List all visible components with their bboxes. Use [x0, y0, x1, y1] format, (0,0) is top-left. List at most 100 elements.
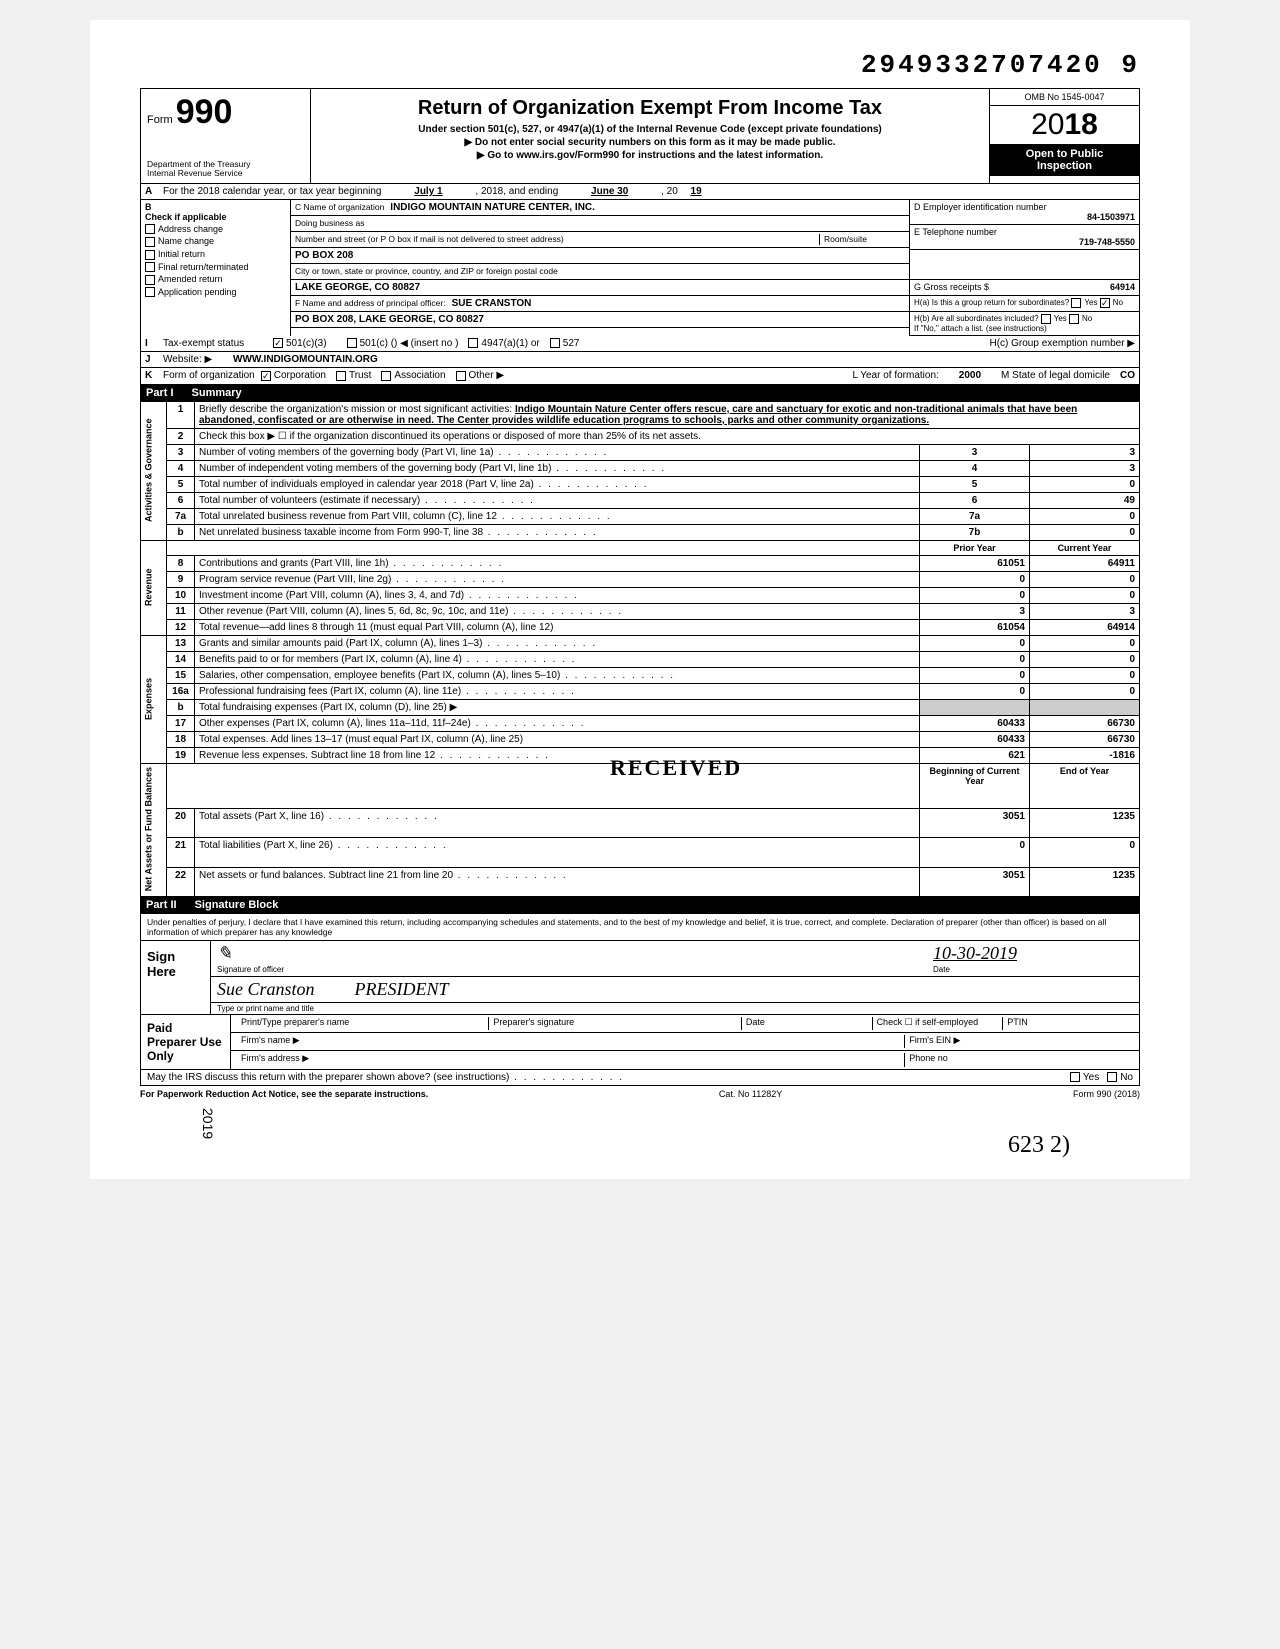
cb-initial-return[interactable]: [145, 250, 155, 260]
cb-527[interactable]: [550, 338, 560, 348]
ty-end: June 30: [561, 186, 658, 197]
cat-no: Cat. No 11282Y: [719, 1089, 782, 1099]
perjury-declaration: Under penalties of perjury, I declare th…: [141, 914, 1139, 941]
l12-prior: 61054: [920, 619, 1030, 635]
line4-val: 3: [1030, 460, 1140, 476]
line5-val: 0: [1030, 476, 1140, 492]
cb-assoc[interactable]: [381, 371, 391, 381]
cb-other[interactable]: [456, 371, 466, 381]
l9-prior: 0: [920, 571, 1030, 587]
dba: [370, 218, 905, 229]
hc-label: H(c) Group exemption number ▶: [989, 338, 1135, 349]
cb-corp[interactable]: ✓: [261, 371, 271, 381]
officer-address: PO BOX 208, LAKE GEORGE, CO 80827: [295, 314, 905, 325]
ty-year: 19: [681, 186, 712, 197]
inspection: Inspection: [992, 160, 1137, 172]
state-domicile: CO: [1120, 370, 1135, 381]
l10-curr: 0: [1030, 587, 1140, 603]
subtitle: Under section 501(c), 527, or 4947(a)(1)…: [317, 124, 983, 135]
cb-hb-no[interactable]: [1069, 314, 1079, 324]
received-stamp: RECEIVED: [610, 755, 742, 781]
section-net-assets: Net Assets or Fund Balances: [141, 763, 167, 896]
l12-curr: 64914: [1030, 619, 1140, 635]
dept2: Internal Revenue Service: [147, 169, 304, 178]
gross-receipts: 64914: [1110, 282, 1135, 292]
l22-boy: 3051: [920, 867, 1030, 896]
l21-eoy: 0: [1030, 838, 1140, 867]
l16a-prior: 0: [920, 683, 1030, 699]
section-expenses: Expenses: [141, 635, 167, 763]
city-state-zip: LAKE GEORGE, CO 80827: [295, 282, 905, 293]
note2: Go to www.irs.gov/Form990 for instructio…: [317, 150, 983, 161]
l14-curr: 0: [1030, 651, 1140, 667]
officer-signature: ✎: [217, 943, 232, 963]
cb-501c[interactable]: [347, 338, 357, 348]
ty-begin: July 1: [384, 186, 472, 197]
omb: OMB No 1545-0047: [990, 89, 1139, 106]
l22-eoy: 1235: [1030, 867, 1140, 896]
check-applicable: Check if applicable: [145, 212, 286, 222]
officer-name: SUE CRANSTON: [452, 298, 905, 309]
cb-trust[interactable]: [336, 371, 346, 381]
cb-501c3[interactable]: ✓: [273, 338, 283, 348]
year-prefix: 20: [1031, 108, 1064, 141]
l11-curr: 3: [1030, 603, 1140, 619]
form-rev: Form 990 (2018): [1073, 1089, 1140, 1099]
l13-curr: 0: [1030, 635, 1140, 651]
l8-prior: 61051: [920, 555, 1030, 571]
summary-table: Activities & Governance 1 Briefly descri…: [140, 401, 1140, 897]
website: WWW.INDIGOMOUNTAIN.ORG: [233, 354, 378, 365]
form-number: 990: [176, 93, 233, 131]
street-address: PO BOX 208: [295, 250, 905, 261]
l10-prior: 0: [920, 587, 1030, 603]
cb-ha-yes[interactable]: [1071, 298, 1081, 308]
line7b-val: 0: [1030, 524, 1140, 540]
line6-val: 49: [1030, 492, 1140, 508]
sign-here-label: Sign Here: [141, 941, 211, 1014]
section-activities-governance: Activities & Governance: [141, 401, 167, 540]
cb-ha-no[interactable]: ✓: [1100, 298, 1110, 308]
officer-title: PRESIDENT: [355, 979, 449, 1000]
cb-application[interactable]: [145, 287, 155, 297]
l17-prior: 60433: [920, 715, 1030, 731]
year-formation: 2000: [959, 370, 981, 381]
sign-date: 10-30-2019: [933, 943, 1017, 963]
cb-amended[interactable]: [145, 275, 155, 285]
l16a-curr: 0: [1030, 683, 1140, 699]
l21-boy: 0: [920, 838, 1030, 867]
open-public: Open to Public: [992, 148, 1137, 160]
handwritten-note: 623 2): [1008, 1132, 1070, 1159]
l15-curr: 0: [1030, 667, 1140, 683]
year: 18: [1065, 108, 1098, 141]
cb-name-change[interactable]: [145, 237, 155, 247]
l19-curr: -1816: [1030, 747, 1140, 763]
cb-hb-yes[interactable]: [1041, 314, 1051, 324]
officer-typed-name: Sue Cranston: [217, 979, 315, 1000]
line-a-text: For the 2018 calendar year, or tax year …: [163, 186, 381, 197]
l8-curr: 64911: [1030, 555, 1140, 571]
cb-address-change[interactable]: [145, 224, 155, 234]
part2-header: Part II Signature Block: [140, 897, 1140, 913]
l9-curr: 0: [1030, 571, 1140, 587]
may-irs-discuss: May the IRS discuss this return with the…: [147, 1072, 1070, 1083]
cb-irs-yes[interactable]: [1070, 1072, 1080, 1082]
ein: 84-1503971: [914, 212, 1135, 222]
l18-prior: 60433: [920, 731, 1030, 747]
note1: Do not enter social security numbers on …: [317, 137, 983, 148]
l15-prior: 0: [920, 667, 1030, 683]
l17-curr: 66730: [1030, 715, 1140, 731]
l13-prior: 0: [920, 635, 1030, 651]
form-title: Return of Organization Exempt From Incom…: [317, 97, 983, 120]
l20-boy: 3051: [920, 809, 1030, 838]
cb-final-return[interactable]: [145, 262, 155, 272]
section-revenue: Revenue: [141, 540, 167, 635]
paperwork-notice: For Paperwork Reduction Act Notice, see …: [140, 1089, 428, 1099]
dln: 2949332707420 9: [140, 50, 1140, 80]
line3-val: 3: [1030, 444, 1140, 460]
year-rotated: 2019: [200, 1108, 216, 1139]
l11-prior: 3: [920, 603, 1030, 619]
line7a-val: 0: [1030, 508, 1140, 524]
cb-irs-no[interactable]: [1107, 1072, 1117, 1082]
paid-preparer-label: Paid Preparer Use Only: [141, 1015, 231, 1069]
cb-4947[interactable]: [468, 338, 478, 348]
